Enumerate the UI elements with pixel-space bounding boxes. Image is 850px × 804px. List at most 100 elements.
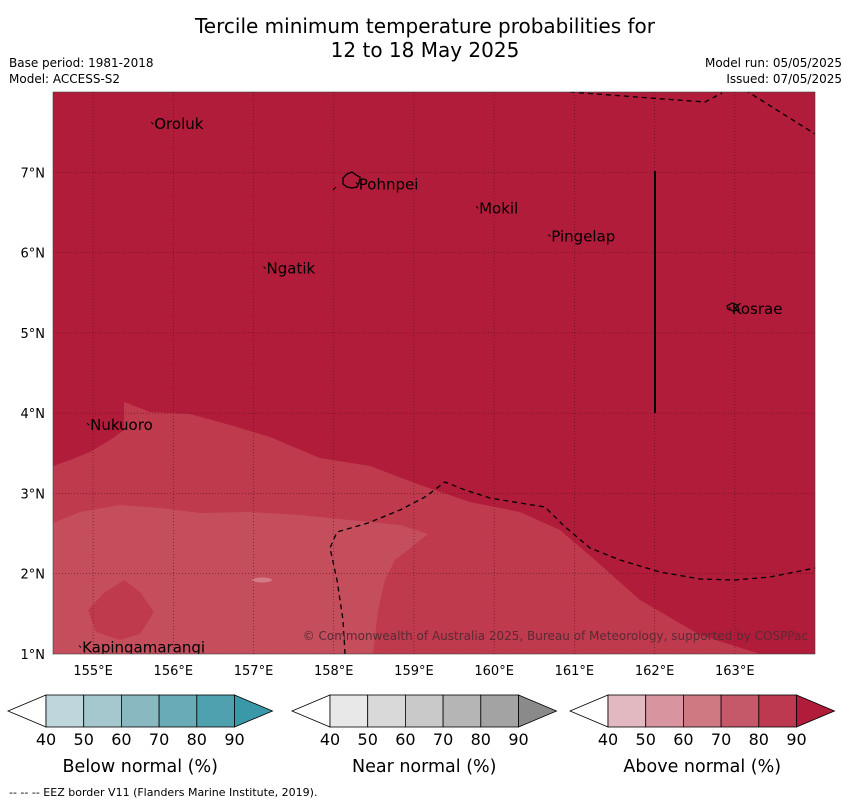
colorbar-tick-label: 80 [187,730,207,749]
colorbar-extend-low [568,694,609,728]
place-labels: Oroluk Pohnpei Mokil Pingelap Ngatik Kosrae Nu… [78,115,783,657]
field-above-70-80-patch [88,580,154,640]
meta-right: Model run: 05/05/2025 Issued: 07/05/2025 [705,55,842,87]
colorbar-tick-label: 60 [673,730,693,749]
place-label: Nukuoro [90,416,153,434]
eez-footnote: -- -- -- EEZ border V11 (Flanders Marine… [9,786,318,799]
lon-tick-label: 162°E [635,664,675,679]
place-label: Mokil [479,199,518,217]
colorbar-segment [367,694,406,728]
field-small-patch [252,577,272,583]
lon-tick-label: 158°E [314,664,354,679]
place-label: Pingelap [551,228,615,246]
lon-tick-label: 161°E [555,664,595,679]
colorbar-segment [645,694,684,728]
colorbar-segment [758,694,797,728]
title-line-2: 12 to 18 May 2025 [330,38,520,62]
place-marker [475,206,479,209]
colorbar-segment [720,694,760,728]
place-label: Pohnpei [359,175,419,193]
colorbar-tick-label: 90 [224,730,244,749]
place-marker [78,645,82,648]
issued-text: Issued: 07/05/2025 [726,72,842,86]
lon-tick-label: 159°E [394,664,434,679]
lat-tick-label: 7°N [21,166,46,181]
colorbar-tick-label: 60 [395,730,415,749]
colorbar-tick-label: 50 [358,730,378,749]
eez-border [569,92,815,135]
meta-left: Base period: 1981-2018 Model: ACCESS-S2 [9,55,154,87]
colorbar-tick-label: 40 [598,730,618,749]
colorbar-extend-high [518,694,558,728]
colorbar-tick-label: 80 [471,730,491,749]
colorbar-tick-label: 70 [711,730,731,749]
colorbar-extend-high [234,694,274,728]
colorbar-segment [83,694,122,728]
place-marker [355,181,359,185]
model-run-text: Model run: 05/05/2025 [704,56,842,70]
place-marker [263,266,266,269]
place-marker [728,306,732,310]
lat-tick-label: 2°N [21,568,46,583]
colorbars: 40 50 60 70 80 90 Below normal (%) 40 50 60 70 80 90… [6,694,836,777]
model-text: Model: ACCESS-S2 [9,72,121,86]
colorbar-extend-low [6,694,47,728]
colorbar-tick-label: 40 [320,730,340,749]
colorbar-segment [607,694,647,728]
colorbar-segment [683,694,722,728]
lat-tick-label: 5°N [21,327,46,342]
colorbar-tick-label: 50 [636,730,656,749]
colorbar-segment [196,694,235,728]
lat-tick-label: 6°N [21,247,46,262]
colorbar-tick-label: 40 [36,730,56,749]
colorbar-tick-label: 90 [786,730,806,749]
colorbar-tick-label: 70 [149,730,169,749]
colorbar-title: Above normal (%) [623,757,781,777]
map-frame [52,91,816,655]
colorbar-segment [158,694,198,728]
base-period-text: Base period: 1981-2018 [9,56,154,70]
lat-tick-labels: 1°N 2°N 3°N 4°N 5°N 6°N 7°N [21,166,46,663]
colorbar-segment [442,694,482,728]
colorbar-tick-label: 70 [433,730,453,749]
place-label: Kosrae [732,300,783,318]
place-label: Oroluk [154,115,203,133]
island-ant-atoll [332,186,337,191]
colorbar-segment [404,694,444,728]
colorbar: 40 50 60 70 80 90 Above normal (%) [568,694,836,777]
lon-tick-labels: 155°E 156°E 157°E 158°E 159°E 160°E 161°E 162°E… [73,664,754,679]
map-panel: Oroluk Pohnpei Mokil Pingelap Ngatik Kosrae Nu… [53,92,815,657]
place-marker [547,234,551,237]
island-kosrae [726,302,740,312]
copyright-text: © Commonwealth of Australia 2025, Bureau… [303,629,808,643]
colorbar-title: Below normal (%) [63,757,218,777]
colorbar-extend-high [796,694,836,728]
colorbar-segment [121,694,160,728]
colorbar-title: Near normal (%) [352,757,497,777]
colorbar-segment [45,694,85,728]
lon-tick-label: 157°E [234,664,274,679]
place-label: Kapingamarangi [82,639,205,657]
graticule [53,92,815,654]
colorbar-tick-label: 50 [74,730,94,749]
lat-tick-label: 1°N [21,648,46,663]
lon-tick-label: 160°E [474,664,514,679]
place-marker [86,422,90,426]
place-marker [150,121,154,125]
lon-tick-label: 156°E [154,664,194,679]
colorbar: 40 50 60 70 80 90 Near normal (%) [290,694,558,777]
eez-border [329,481,815,654]
lon-tick-label: 163°E [715,664,755,679]
colorbar: 40 50 60 70 80 90 Below normal (%) [6,694,274,777]
title-line-1: Tercile minimum temperature probabilitie… [194,14,656,38]
colorbar-segment [329,694,369,728]
colorbar-tick-label: 60 [111,730,131,749]
lon-tick-label: 155°E [73,664,113,679]
colorbar-segment [480,694,519,728]
place-label: Ngatik [267,260,316,278]
lat-tick-label: 4°N [21,407,46,422]
island-pohnpei [342,171,361,189]
lat-tick-label: 3°N [21,487,46,502]
colorbar-tick-label: 80 [749,730,769,749]
